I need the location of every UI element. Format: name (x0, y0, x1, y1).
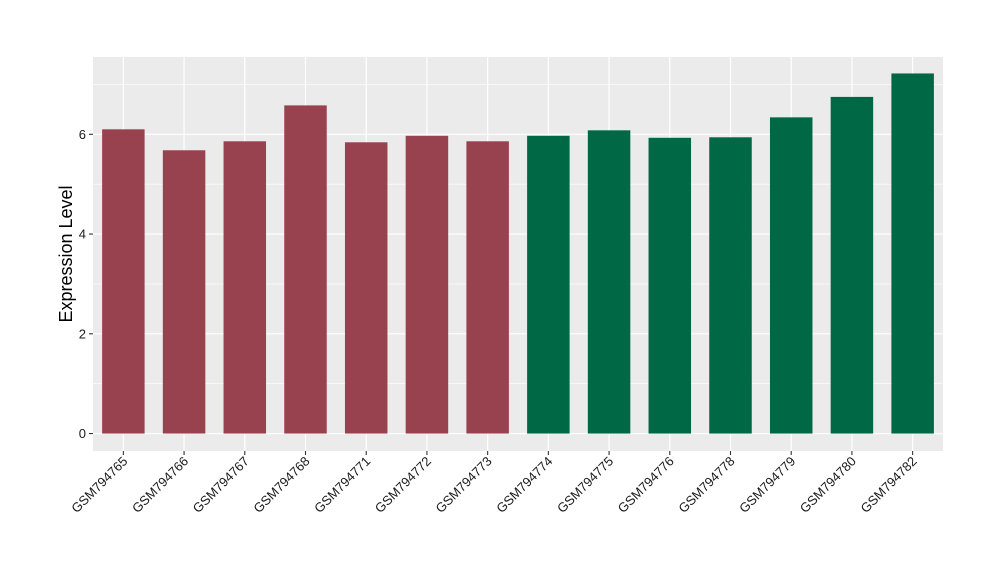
bar-GSM794772 (405, 135, 449, 434)
y-axis-title: Expression Level (56, 185, 76, 322)
bar-GSM794782 (891, 73, 934, 434)
x-tick-label: GSM794768 (250, 454, 312, 516)
x-tick-label: GSM794765 (68, 454, 130, 516)
bar-GSM794778 (709, 137, 752, 434)
y-axis: 0 2 4 6 (79, 127, 93, 441)
x-tick-label: GSM794771 (311, 454, 373, 516)
y-tick-label: 4 (79, 227, 86, 242)
bar-GSM794771 (344, 142, 388, 434)
bar-GSM794766 (162, 150, 206, 434)
y-tick-label: 0 (79, 426, 86, 441)
x-tick-label: GSM794780 (797, 454, 859, 516)
y-tick-label: 2 (79, 326, 86, 341)
bar-GSM794767 (223, 141, 267, 434)
bar-GSM794779 (769, 117, 813, 434)
bar-GSM794780 (830, 96, 874, 434)
bar-GSM794773 (466, 141, 509, 434)
bar-GSM794768 (284, 105, 327, 434)
x-axis: GSM794765GSM794766GSM794767GSM794768GSM7… (68, 451, 920, 516)
x-tick-label: GSM794779 (736, 454, 798, 516)
y-tick-label: 6 (79, 127, 86, 142)
plot-panel (93, 57, 943, 451)
x-tick-label: GSM794766 (129, 454, 191, 516)
x-tick-label: GSM794782 (858, 454, 920, 516)
x-tick-label: GSM794774 (493, 454, 555, 516)
bar-GSM794775 (587, 130, 631, 434)
bar-GSM794776 (648, 137, 692, 434)
bar-GSM794765 (102, 129, 145, 434)
x-tick-label: GSM794776 (615, 454, 677, 516)
x-tick-label: GSM794772 (372, 454, 434, 516)
bars (102, 73, 934, 434)
bar-GSM794774 (527, 135, 570, 434)
x-tick-label: GSM794773 (433, 454, 495, 516)
x-tick-label: GSM794775 (554, 454, 616, 516)
x-tick-label: GSM794767 (190, 454, 252, 516)
x-tick-label: GSM794778 (675, 454, 737, 516)
